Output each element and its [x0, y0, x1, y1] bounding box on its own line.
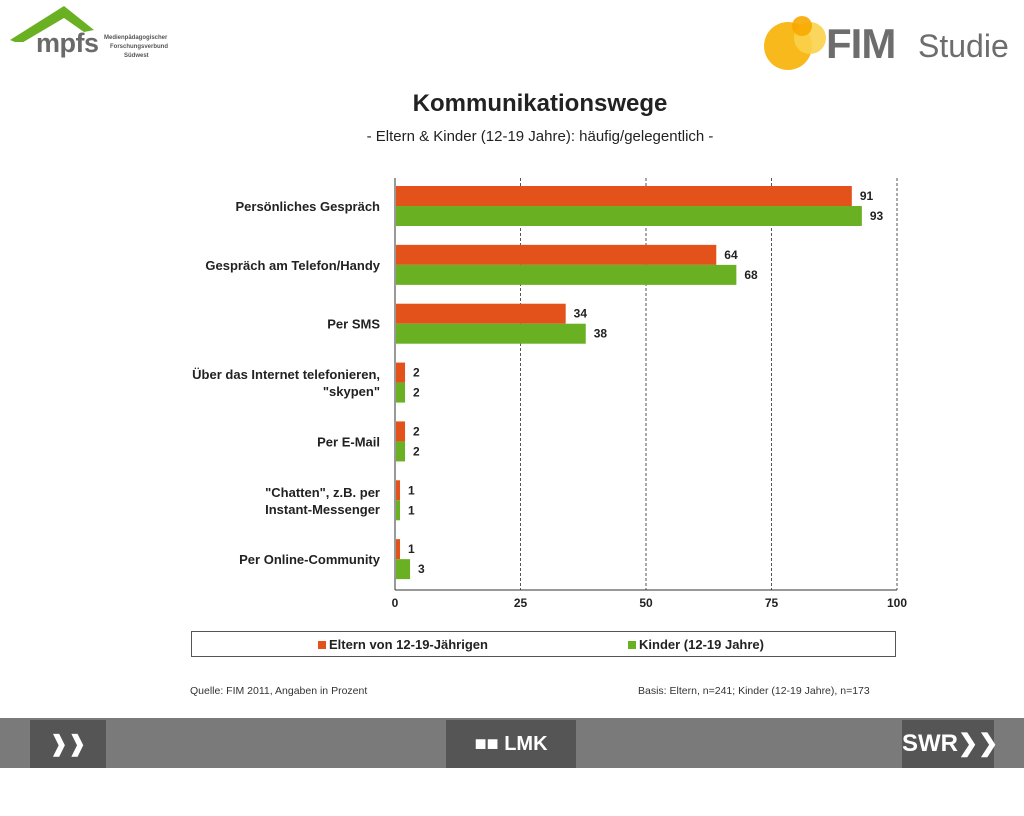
data-label: 2: [413, 386, 420, 400]
data-label: 1: [408, 542, 415, 556]
category-label: Persönliches Gespräch: [235, 199, 380, 214]
bar: [396, 264, 737, 285]
bar: [396, 244, 717, 265]
category-label: Instant-Messenger: [265, 502, 380, 517]
fim-wordmark: FIM: [826, 20, 896, 67]
bar: [396, 421, 406, 442]
partner-footer: ❱❱LFK ■■ LMK SWR❯❯: [0, 718, 1024, 804]
lmk-label: LMK: [504, 733, 548, 755]
data-label: 2: [413, 366, 420, 380]
category-label: Gespräch am Telefon/Handy: [205, 258, 380, 273]
data-label: 1: [408, 503, 415, 517]
data-label: 64: [724, 248, 738, 262]
fim-studie-logo: FIM Studie: [760, 10, 1015, 74]
chart-title: Kommunikationswege: [412, 90, 668, 117]
mpfs-subtitle-line: Medienpädagogischer: [104, 35, 168, 41]
legend-label-kinder: Kinder (12-19 Jahre): [639, 637, 764, 652]
bar: [396, 206, 862, 226]
fim-circles-icon: [764, 16, 826, 70]
bar: [396, 362, 406, 383]
studie-wordmark: Studie: [918, 28, 1009, 64]
category-label: "Chatten", z.B. per: [265, 485, 380, 500]
bar: [396, 186, 852, 206]
data-label: 68: [744, 268, 758, 282]
bar: [396, 441, 406, 462]
mpfs-wordmark: mpfs: [36, 28, 99, 58]
data-label: 3: [418, 562, 425, 576]
mpfs-subtitle-line: Südwest: [124, 53, 149, 59]
bar: [396, 323, 586, 344]
mpfs-subtitle-line: Forschungsverbund: [110, 44, 169, 50]
x-tick-label: 100: [887, 596, 907, 610]
x-tick-label: 0: [392, 596, 399, 610]
bar: [396, 559, 411, 580]
swr-logo: SWR❯❯: [902, 720, 998, 768]
x-tick-label: 50: [639, 596, 653, 610]
legend-label-eltern: Eltern von 12-19-Jährigen: [329, 637, 488, 652]
chart-legend: Eltern von 12-19-Jährigen Kinder (12-19 …: [191, 631, 896, 657]
bar: [396, 382, 406, 403]
data-label: 2: [413, 424, 420, 438]
lfk-label: LFK: [46, 779, 90, 804]
category-label: Über das Internet telefonieren,: [192, 367, 380, 382]
lfk-logo: ❱❱LFK: [30, 720, 106, 804]
legend-item-kinder: Kinder (12-19 Jahre): [628, 637, 764, 652]
basis-note: Basis: Eltern, n=241; Kinder (12-19 Jahr…: [638, 685, 870, 697]
swr-label: SWR: [902, 730, 958, 757]
mpfs-logo: mpfs Medienpädagogischer Forschungsverbu…: [6, 2, 176, 64]
chart-subtitle: - Eltern & Kinder (12-19 Jahre): häufig/…: [366, 128, 714, 145]
data-label: 2: [413, 444, 420, 458]
bar: [396, 480, 401, 501]
category-label: Per SMS: [327, 317, 380, 332]
lmk-logo: ■■ LMK: [446, 720, 576, 768]
source-note: Quelle: FIM 2011, Angaben in Prozent: [190, 685, 368, 697]
bar: [396, 539, 401, 560]
category-label: Per E-Mail: [317, 434, 380, 449]
legend-swatch-kinder: [628, 641, 636, 649]
data-label: 91: [860, 189, 874, 203]
bar-chart: 0 25 50 75 100 91 93 Persönliches Gespräch 64 68 G…: [192, 178, 907, 610]
legend-item-eltern: Eltern von 12-19-Jährigen: [318, 637, 488, 652]
bar: [396, 500, 401, 521]
legend-swatch-eltern: [318, 641, 326, 649]
category-label: "skypen": [323, 384, 380, 399]
x-tick-label: 75: [765, 596, 779, 610]
category-label: Per Online-Community: [239, 552, 381, 567]
data-label: 93: [870, 209, 884, 223]
bar: [396, 303, 566, 324]
x-tick-label: 25: [514, 596, 528, 610]
data-label: 38: [594, 327, 608, 341]
mpfs-roof-icon: [10, 6, 94, 42]
data-label: 1: [408, 483, 415, 497]
data-label: 34: [574, 307, 588, 321]
